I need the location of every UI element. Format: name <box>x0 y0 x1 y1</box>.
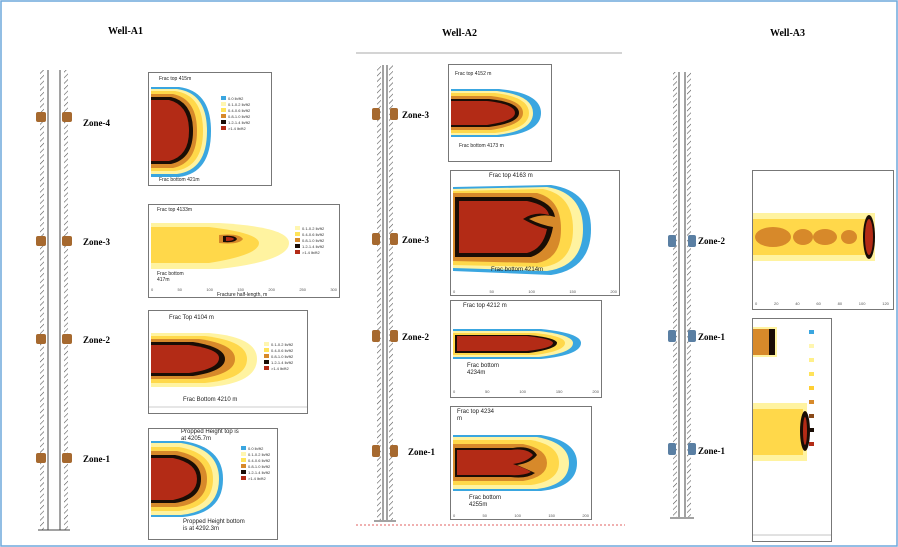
perf-a2-z3b-left <box>372 233 380 245</box>
perf-a1-z2-left <box>36 334 46 344</box>
ann-a1-z4-top: Frac top 415m <box>159 76 192 82</box>
perf-a2-z2-left <box>372 330 380 342</box>
zone-label-a2-z3b: Zone-3 <box>402 235 429 245</box>
perf-a2-z1-right <box>390 445 398 457</box>
frac-plot-a3-z2 <box>753 213 875 261</box>
frac-plot-a1-z3 <box>151 223 289 269</box>
frac-plot-a1-z2 <box>149 333 307 408</box>
perf-a1-z1-right <box>62 453 72 463</box>
ticks-a2-z2: 0 50 100 150 200 <box>453 389 599 394</box>
ann-a2-z3b-bottom: Frac bottom 4214m <box>491 267 544 273</box>
zone-label-a2-z2: Zone-2 <box>402 332 429 342</box>
ann-a2-z3a-bottom: Frac bottom 4173 m <box>459 143 504 149</box>
perf-a1-z3-right <box>62 236 72 246</box>
zone-label-a1-z4: Zone-4 <box>83 118 110 128</box>
ann-a1-z3-bottom: Frac bottom 417m <box>157 271 184 283</box>
ann-a2-z2-bottom: Frac bottom 4234m <box>467 363 500 376</box>
well-a1-title: Well-A1 <box>108 26 143 37</box>
zone-label-a3-z2: Zone-2 <box>698 236 725 246</box>
zone-label-a1-z3: Zone-3 <box>83 237 110 247</box>
frac-plot-a2-z2 <box>453 329 581 359</box>
frac-panel-a1-z2: Frac Top 4104 m Frac Bottom 4210 m 0.1-0… <box>148 310 308 414</box>
frac-plot-a3-z1 <box>753 327 831 536</box>
zone-label-a2-z3a: Zone-3 <box>402 110 429 120</box>
ann-a1-z3-top: Frac top 4133m <box>157 207 193 213</box>
frac-plot-a1-z4 <box>151 87 211 177</box>
perf-a3-z1b-left <box>668 443 676 455</box>
perf-a1-z1-left <box>36 453 46 463</box>
ticks-a2-z3b: 0 50 100 150 200 <box>453 289 617 294</box>
perf-a3-z1a-left <box>668 330 676 342</box>
ann-a1-z1-top: Propped Height top is at 4205.7m <box>181 429 239 442</box>
perf-a2-z3a-right <box>390 108 398 120</box>
legend-a1-z2: 0.1-0.2 lb/ft2 0.4-0.6 lb/ft2 0.8-1.0 lb… <box>264 341 293 371</box>
ticks-a2-z1: 0 50 100 150 200 <box>453 513 589 518</box>
frac-panel-a3-z2: 0 20 40 60 80 100 120 <box>752 170 894 310</box>
zone-label-a2-z1: Zone-1 <box>408 447 435 457</box>
ann-a1-z4-bottom: Frac bottom 421m <box>159 177 200 183</box>
perforations-a3 <box>668 235 696 455</box>
perforations-a2 <box>372 108 398 457</box>
perf-a1-z3-left <box>36 236 46 246</box>
ann-a1-z2-bottom: Frac Bottom 4210 m <box>183 397 238 403</box>
frac-plot-a2-z1 <box>453 435 577 491</box>
frac-panel-a1-z1: Propped Height top is at 4205.7m Propped… <box>148 428 278 540</box>
perf-a1-z4-right <box>62 112 72 122</box>
perf-a2-z2-right <box>390 330 398 342</box>
zone-label-a1-z2: Zone-2 <box>83 335 110 345</box>
perf-a1-z4-left <box>36 112 46 122</box>
frac-panel-a2-z2: Frac top 4212 m Frac bottom 4234m 0 50 100… <box>450 300 602 398</box>
well-a2-title: Well-A2 <box>442 28 477 39</box>
xaxis-a1-z3: Fracture half-length, m <box>217 292 268 298</box>
legend-a1-z4: 0.0 lb/ft2 0.1-0.2 lb/ft2 0.4-0.6 lb/ft2… <box>221 95 250 131</box>
zone-label-a3-z1b: Zone-1 <box>698 446 725 456</box>
frac-plot-a2-z3a <box>451 89 541 137</box>
perforations-a1 <box>36 112 72 463</box>
perf-a3-z2-left <box>668 235 676 247</box>
ann-a2-z1-top: Frac top 4234 m <box>457 409 495 422</box>
ann-a1-z1-bottom: Propped Height bottom is at 4292.3m <box>183 519 245 532</box>
ann-a2-z3a-top: Frac top 4152 m <box>455 71 492 77</box>
zone-label-a1-z1: Zone-1 <box>83 454 110 464</box>
well-a2-casing <box>374 65 396 522</box>
perf-a3-z1b-right <box>688 443 696 455</box>
frac-panel-a3-z1 <box>752 318 832 542</box>
well-a3-title: Well-A3 <box>770 28 805 39</box>
perf-a2-z3a-left <box>372 108 380 120</box>
frac-panel-a2-z3b: Frac top 4163 m Frac bottom 4214m 0 50 100… <box>450 170 620 296</box>
frac-panel-a1-z3: Frac top 4133m Frac bottom 417m 0.1-0.2 … <box>148 204 340 298</box>
perf-a1-z2-right <box>62 334 72 344</box>
frac-panel-a2-z3a: Frac top 4152 m Frac bottom 4173 m <box>448 64 552 162</box>
perf-a2-z3b-right <box>390 233 398 245</box>
ticks-a3-z2: 0 20 40 60 80 100 120 <box>755 301 889 306</box>
frac-panel-a2-z1: Frac top 4234 m Frac bottom 4255m 0 50 100… <box>450 406 592 520</box>
well-a3-casing <box>670 72 694 519</box>
ann-a2-z1-bottom: Frac bottom 4255m <box>469 495 502 508</box>
ann-a2-z3b-top: Frac top 4163 m <box>489 173 533 179</box>
frac-panel-a1-z4: 0.0 lb/ft2 0.1-0.2 lb/ft2 0.4-0.6 lb/ft2… <box>148 72 272 186</box>
legend-a1-z1: 0.0 lb/ft2 0.1-0.2 lb/ft2 0.4-0.6 lb/ft2… <box>241 445 270 481</box>
perf-a3-z1a-right <box>688 330 696 342</box>
frac-plot-a1-z1 <box>151 441 223 517</box>
legend-a1-z3: 0.1-0.2 lb/ft2 0.4-0.6 lb/ft2 0.8-1.0 lb… <box>295 225 324 255</box>
well-a1-casing <box>38 70 70 531</box>
ticks-a1-z3: 0 50 100 150 200 250 300 <box>151 287 337 292</box>
frac-plot-a2-z3b <box>453 185 591 275</box>
zone-label-a3-z1a: Zone-1 <box>698 332 725 342</box>
perf-a3-z2-right <box>688 235 696 247</box>
ann-a2-z2-top: Frac top 4212 m <box>463 303 507 309</box>
perf-a2-z1-left <box>372 445 380 457</box>
ann-a1-z2-top: Frac Top 4104 m <box>169 315 214 321</box>
legend-a3-z1 <box>809 325 816 451</box>
